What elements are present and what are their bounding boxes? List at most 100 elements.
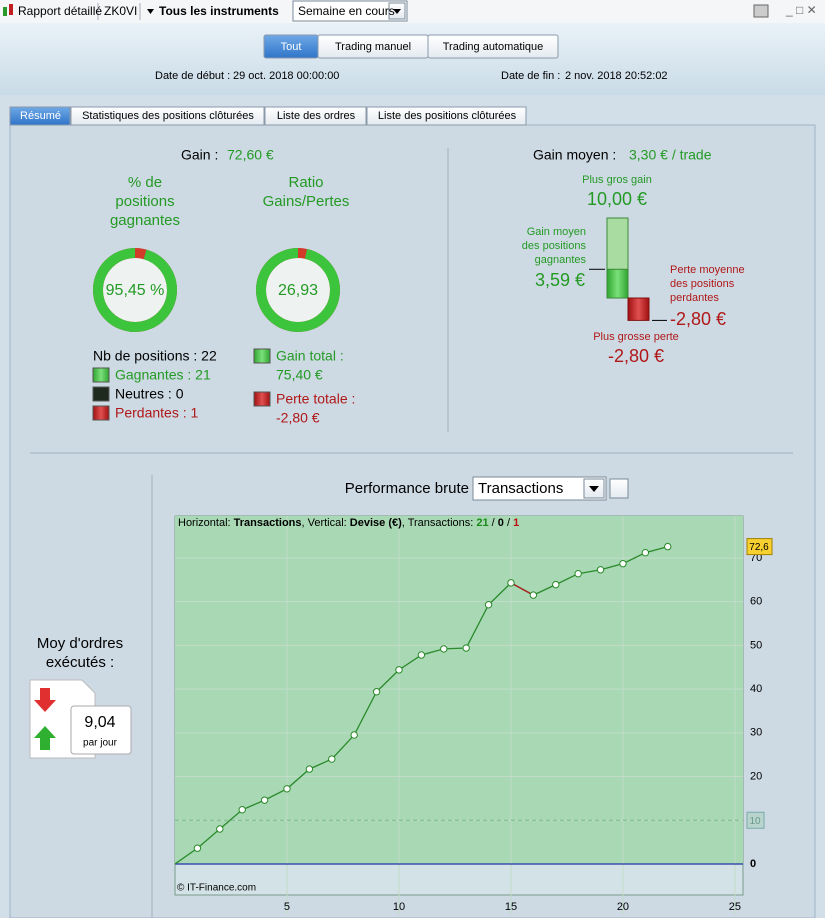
point xyxy=(596,566,605,574)
x-tick-label: 5 xyxy=(284,901,290,913)
toolbar xyxy=(0,0,825,23)
y-tick-label: 40 xyxy=(750,683,762,695)
chart-info-part: Transactions xyxy=(234,517,302,529)
x-tick-label: 10 xyxy=(393,901,405,913)
donut-value: 95,45 % xyxy=(106,282,165,299)
point xyxy=(305,765,314,773)
label: Gains/Pertes xyxy=(263,193,350,210)
donut-value: 26,93 xyxy=(278,282,318,299)
label: 29 oct. 2018 00:00:00 xyxy=(233,70,339,82)
point xyxy=(484,601,493,609)
chart-info-part: 1 xyxy=(513,517,519,529)
point xyxy=(619,559,627,568)
tab[interactable] xyxy=(264,106,367,126)
point xyxy=(440,645,448,653)
point xyxy=(462,644,470,652)
dropdown-arrow xyxy=(393,9,401,14)
point xyxy=(641,549,650,557)
down-arrow xyxy=(34,688,56,712)
point xyxy=(260,796,269,804)
period-select[interactable] xyxy=(292,0,408,22)
label: 75,40 € xyxy=(276,367,323,383)
label: 3,59 € xyxy=(535,270,585,290)
point xyxy=(350,731,358,739)
settings-button[interactable] xyxy=(609,478,629,499)
reference-box xyxy=(746,811,765,829)
chart-info-part: / xyxy=(504,517,513,529)
label: perdantes xyxy=(670,292,719,304)
x-tick-label: 20 xyxy=(617,901,629,913)
point xyxy=(283,785,291,793)
legend-swatch xyxy=(92,405,110,421)
label: -2,80 € xyxy=(276,410,320,426)
loss-segment xyxy=(510,582,534,596)
y-tick-label: 60 xyxy=(750,596,762,608)
tab-label: Liste des ordres xyxy=(277,110,356,122)
point xyxy=(664,542,672,551)
point xyxy=(574,570,582,578)
label: % de xyxy=(128,174,162,191)
label: gagnantes xyxy=(535,254,587,266)
label: Plus gros gain xyxy=(582,174,652,186)
tab-label: Liste des positions clôturées xyxy=(378,110,517,122)
label: exécutés : xyxy=(46,654,114,671)
chart-info-part: Devise (€) xyxy=(350,517,402,529)
label: des positions xyxy=(670,278,735,290)
donut-face xyxy=(103,258,167,322)
chart-select-value: Transactions xyxy=(478,480,563,497)
label: Perte moyenne xyxy=(670,264,745,276)
icon xyxy=(9,4,13,15)
label: Perdantes : 1 xyxy=(115,405,198,421)
label: ZK0VI xyxy=(104,4,137,18)
label: Gagnantes : 21 xyxy=(115,367,211,383)
y-tick-label: 0 xyxy=(750,858,756,870)
label: Gain : xyxy=(181,147,218,163)
chart-title: Performance brute xyxy=(345,480,469,497)
tab-label: Statistiques des positions clôturées xyxy=(82,110,254,122)
x-tick-label: 15 xyxy=(505,901,517,913)
icon xyxy=(3,7,7,16)
last-value-label: 72,6 xyxy=(749,542,769,553)
plot-gain-zone xyxy=(175,516,743,864)
avg-loss-bar xyxy=(627,297,650,321)
y-tick-label: 50 xyxy=(750,639,762,651)
label: 3,30 € / trade xyxy=(629,147,712,163)
tab[interactable] xyxy=(366,106,527,126)
chart-select[interactable] xyxy=(472,476,607,501)
point xyxy=(238,806,246,814)
y-tick-label: 20 xyxy=(750,770,762,782)
chart-info-part: 21 xyxy=(476,517,488,529)
label: Date de fin : xyxy=(501,70,560,82)
avg-gain-bar xyxy=(606,268,629,299)
dropdown-arrow xyxy=(589,486,599,492)
header xyxy=(0,23,825,95)
label: Plus grosse perte xyxy=(593,331,679,343)
point xyxy=(417,651,426,659)
label: Semaine en cours xyxy=(298,4,395,18)
label: des positions xyxy=(522,240,587,252)
tab[interactable] xyxy=(70,106,265,126)
label: Ratio xyxy=(288,174,323,191)
label: gagnantes xyxy=(110,212,180,229)
filter-button[interactable] xyxy=(427,34,559,59)
filter-label: Trading manuel xyxy=(335,41,411,53)
point xyxy=(507,579,515,587)
tab-label: Résumé xyxy=(20,110,61,122)
chart-info-part: , Vertical: xyxy=(302,517,350,529)
point xyxy=(395,666,403,674)
filter-label: Tout xyxy=(281,41,302,53)
label: Tous les instruments xyxy=(159,4,279,18)
point xyxy=(193,844,202,852)
legend-swatch xyxy=(92,386,110,402)
point xyxy=(328,755,336,763)
donut-win xyxy=(256,248,340,332)
chart-info-part: , Transactions: xyxy=(402,517,477,529)
credit: © IT-Finance.com xyxy=(177,883,256,894)
filter-label: Trading automatique xyxy=(443,41,544,53)
label: positions xyxy=(115,193,174,210)
print-button[interactable] xyxy=(753,4,769,18)
point xyxy=(372,688,381,696)
tab[interactable] xyxy=(9,106,71,126)
minimize[interactable]: _ □ ✕ xyxy=(785,3,817,17)
